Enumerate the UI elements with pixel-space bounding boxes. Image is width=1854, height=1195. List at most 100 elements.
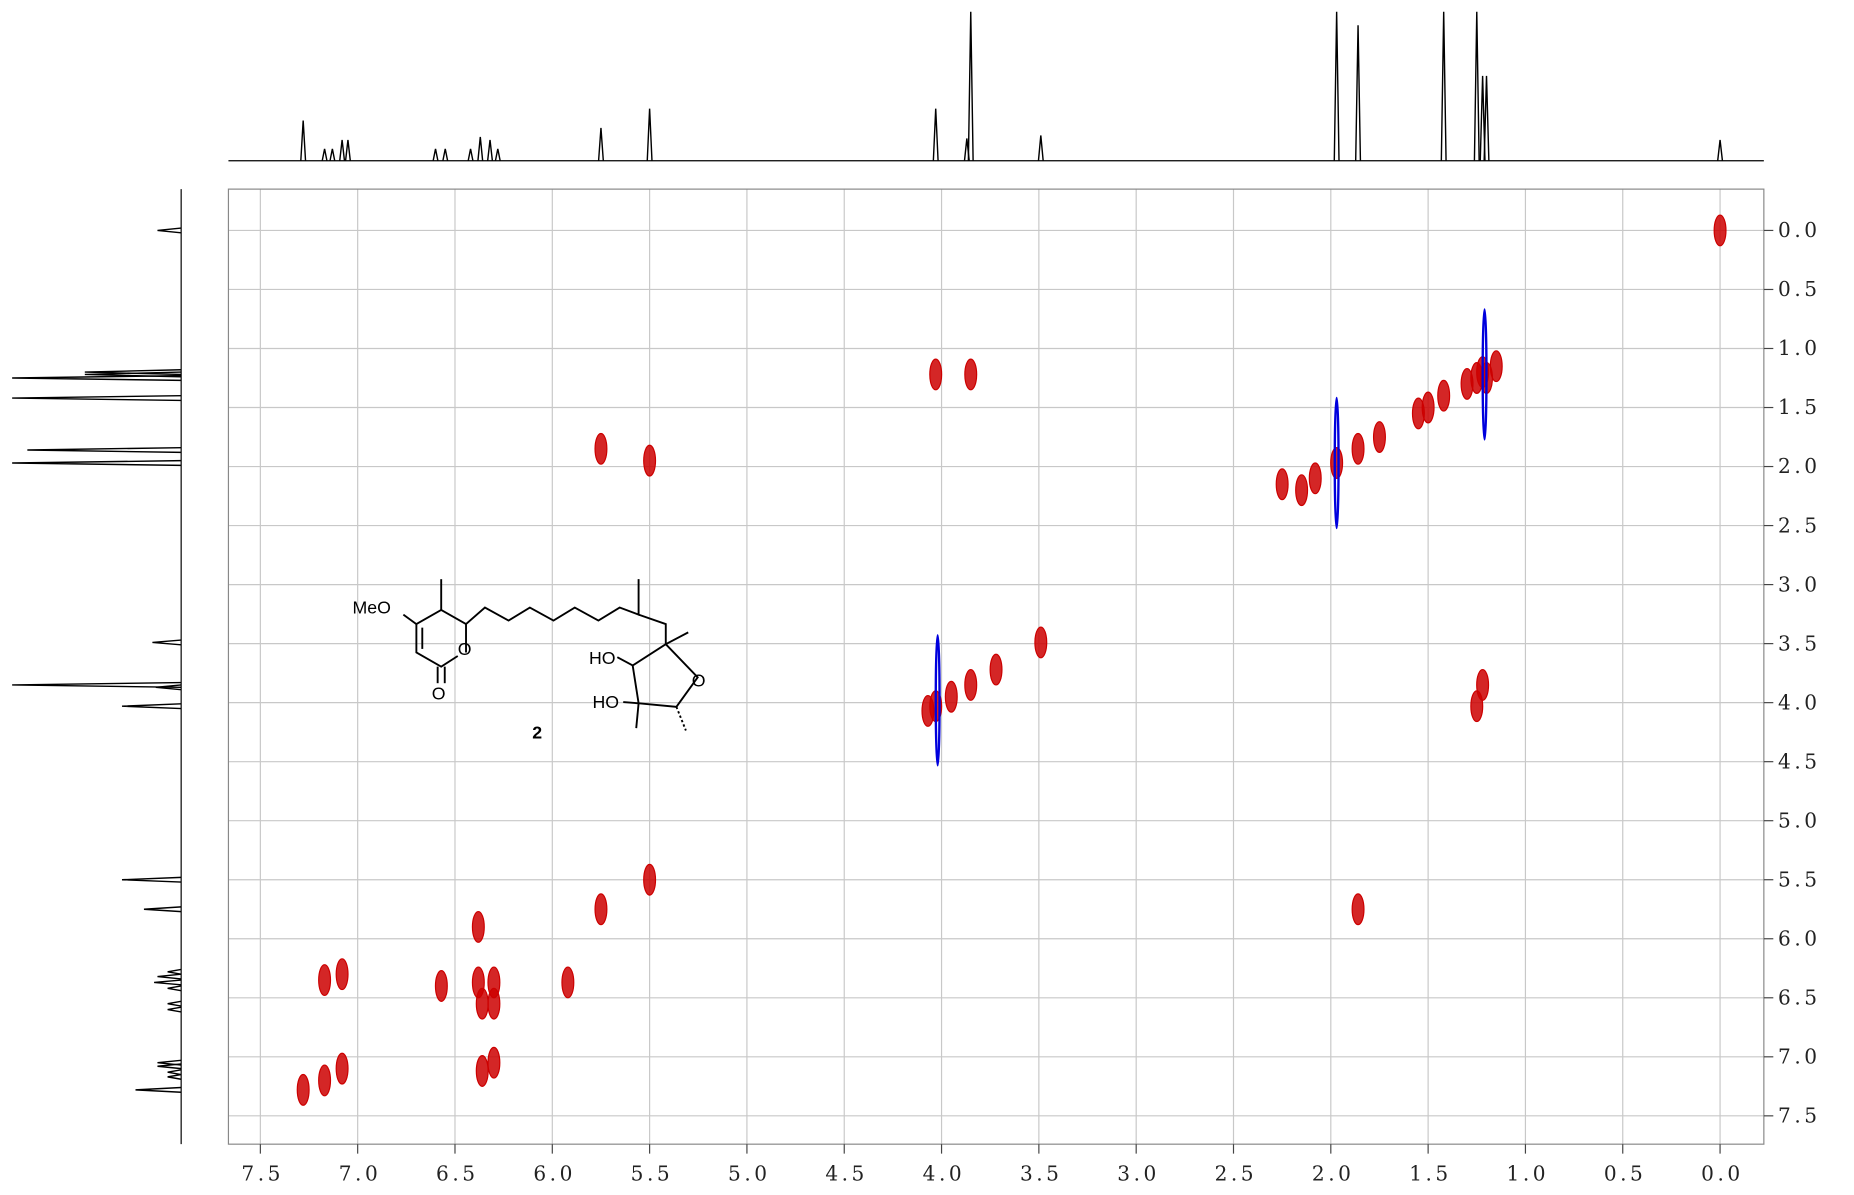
cross-peak — [964, 358, 978, 391]
x-tick-label: 2.5 — [1215, 1161, 1258, 1185]
projection-peak — [1354, 25, 1362, 161]
y-tick-label: 1.5 — [1778, 395, 1821, 419]
projection-peak — [967, 11, 974, 161]
projection-peak — [321, 148, 328, 161]
projection-peak — [12, 681, 182, 689]
cross-peak — [471, 910, 485, 943]
projection-peak — [329, 148, 336, 161]
projection-peak — [121, 876, 182, 883]
y-tick-label: 7.5 — [1778, 1104, 1821, 1128]
projection-peak — [157, 1059, 182, 1066]
x-tick-label: 7.0 — [339, 1161, 382, 1185]
projection-peak — [154, 979, 182, 986]
cross-peak — [1481, 308, 1488, 441]
bond — [415, 624, 459, 668]
cross-peak — [335, 1052, 349, 1085]
projection-peak — [84, 369, 182, 376]
x-tick-label: 6.5 — [436, 1161, 479, 1185]
projection-peak — [152, 639, 182, 646]
bond — [665, 631, 689, 646]
projection-peak — [300, 120, 307, 161]
cross-peak — [1460, 367, 1474, 400]
projection-peak — [167, 1000, 182, 1007]
x-tick-label: 0.5 — [1604, 1161, 1647, 1185]
cross-peak — [296, 1073, 310, 1106]
bond — [465, 579, 640, 625]
x-tick-label: 2.0 — [1312, 1161, 1355, 1185]
x-tick-label: 3.0 — [1117, 1161, 1160, 1185]
bond — [623, 701, 639, 705]
projection-peak — [167, 985, 182, 992]
projection-peak — [442, 148, 449, 161]
projection-peak — [157, 973, 182, 980]
cross-peak — [1330, 447, 1344, 479]
projection-peak — [84, 371, 182, 378]
projection-peak — [1483, 75, 1490, 161]
projection-peak — [143, 906, 182, 913]
cross-peak — [921, 694, 935, 727]
y-tick-label: 5.0 — [1778, 808, 1821, 832]
cross-peak — [1351, 432, 1365, 465]
y-tick-label: 3.0 — [1778, 572, 1821, 596]
cross-peak — [944, 680, 958, 713]
projection-peak — [1333, 11, 1340, 161]
cross-peak — [475, 1055, 489, 1087]
bond — [638, 613, 667, 645]
projection-peak — [167, 1069, 182, 1076]
bond — [631, 643, 699, 708]
projection-peak — [467, 148, 474, 161]
y-tick-label: 2.0 — [1778, 454, 1821, 478]
cross-peak — [1351, 893, 1365, 926]
cross-peak — [643, 863, 657, 896]
plot-frame — [227, 188, 1765, 1145]
structure: MeO O O HO HO O 2 — [353, 579, 706, 743]
cross-peak — [964, 668, 978, 701]
cross-peak — [561, 966, 575, 999]
struct-label: O — [432, 684, 446, 704]
projection-peak — [157, 227, 182, 234]
x-tick-label: 7.5 — [241, 1161, 284, 1185]
projection-peak — [646, 108, 653, 161]
y-tick-label: 0.0 — [1778, 218, 1821, 242]
cross-peak — [1437, 379, 1451, 412]
y-tick-label: 3.5 — [1778, 631, 1821, 655]
x-tick-label: 5.5 — [631, 1161, 674, 1185]
cross-peak — [318, 964, 332, 997]
cross-peak — [929, 358, 943, 391]
struct-label: HO — [589, 648, 616, 668]
cross-peak — [487, 987, 501, 1020]
projection-peak — [167, 1073, 182, 1080]
projection-peak — [135, 1086, 182, 1093]
y-tick-label: 6.0 — [1778, 926, 1821, 950]
projection-peak — [1716, 139, 1724, 161]
cross-peak — [1411, 397, 1425, 430]
projection-peak — [12, 374, 182, 382]
projection-peak — [494, 148, 501, 161]
grid — [228, 189, 1764, 1145]
x-tick-label: 6.0 — [533, 1161, 576, 1185]
cross-peak — [1372, 421, 1386, 453]
projection-peak — [344, 139, 352, 161]
x-tick-label: 1.5 — [1409, 1161, 1452, 1185]
projection-peak — [432, 148, 439, 161]
bond — [635, 703, 640, 729]
x-tick-label: 4.0 — [923, 1161, 966, 1185]
cross-peak — [434, 970, 448, 1002]
projection-peak — [1473, 11, 1480, 161]
projection-peak — [1037, 135, 1044, 161]
projection-peak — [339, 139, 346, 161]
x-tick-label: 3.5 — [1020, 1161, 1063, 1185]
cross-peak — [643, 444, 657, 477]
struct-label: MeO — [353, 597, 391, 617]
struct-label: HO — [592, 692, 619, 712]
cross-peak — [475, 987, 489, 1020]
projection-peak — [12, 395, 182, 402]
projection-peak — [12, 459, 182, 467]
y-tick-label: 4.5 — [1778, 749, 1821, 773]
struct-label: 2 — [532, 723, 542, 743]
y-tick-label: 7.0 — [1778, 1044, 1821, 1068]
projection-peak — [1479, 75, 1486, 161]
x-tick-label: 5.0 — [728, 1161, 771, 1185]
cross-peak — [318, 1064, 332, 1097]
